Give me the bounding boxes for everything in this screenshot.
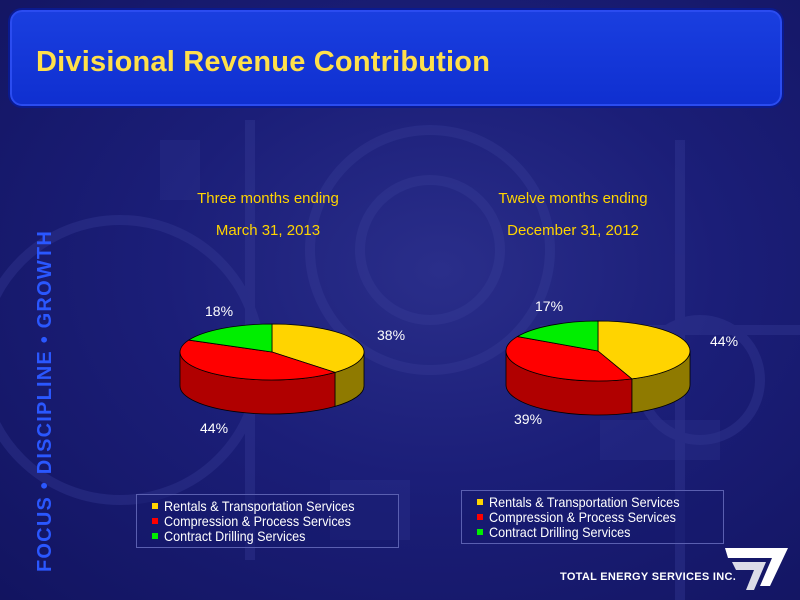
legend-item-drilling: Contract Drilling Services xyxy=(137,527,398,544)
legend-swatch-drilling xyxy=(477,528,483,535)
company-logo-icon xyxy=(725,548,788,590)
pie-slice-compression xyxy=(505,336,633,382)
chart-2-legend: Rentals & Transportation Services Compre… xyxy=(461,490,724,544)
legend-swatch-compression xyxy=(477,513,483,520)
legend-label: Compression & Process Services xyxy=(164,512,351,529)
chart-1-title: Three months ending March 31, 2013 xyxy=(148,183,388,247)
legend-label: Rentals & Transportation Services xyxy=(164,497,355,514)
chart-1-title-line2: March 31, 2013 xyxy=(215,222,321,239)
data-label-compression: 39% xyxy=(514,411,542,427)
legend-swatch-rentals xyxy=(477,498,483,505)
slide-title: Divisional Revenue Contribution xyxy=(36,46,491,78)
legend-item-drilling: Contract Drilling Services xyxy=(462,523,723,540)
chart-1-legend: Rentals & Transportation Services Compre… xyxy=(136,494,399,548)
pie-slice-compression xyxy=(179,339,337,381)
legend-item-compression: Compression & Process Services xyxy=(462,508,723,525)
pie-slice-rentals xyxy=(597,320,691,380)
legend-swatch-drilling xyxy=(152,532,158,539)
data-label-drilling: 17% xyxy=(535,298,563,314)
chart-2-title-line1: Twelve months ending xyxy=(498,190,648,207)
data-label-compression: 44% xyxy=(200,420,228,436)
legend-item-rentals: Rentals & Transportation Services xyxy=(137,497,398,514)
title-bar: Divisional Revenue Contribution xyxy=(8,8,784,108)
data-label-drilling: 18% xyxy=(205,303,233,319)
pie-slice-rentals xyxy=(271,323,365,373)
legend-swatch-compression xyxy=(152,517,158,524)
legend-swatch-rentals xyxy=(152,502,158,509)
legend-label: Contract Drilling Services xyxy=(164,527,306,544)
legend-item-compression: Compression & Process Services xyxy=(137,512,398,529)
pie-chart-2: 44% 39% 17% xyxy=(505,298,738,427)
legend-item-rentals: Rentals & Transportation Services xyxy=(462,493,723,510)
data-label-rentals: 38% xyxy=(377,327,405,343)
pie-slice-drilling xyxy=(187,323,273,353)
pie-chart-1: 38% 44% 18% xyxy=(179,303,405,436)
pie-slice-drilling xyxy=(516,320,599,352)
legend-label: Rentals & Transportation Services xyxy=(489,493,680,510)
data-label-rentals: 44% xyxy=(710,333,738,349)
legend-label: Compression & Process Services xyxy=(489,508,676,525)
company-name: TOTAL ENERGY SERVICES INC. xyxy=(560,571,737,583)
chart-2-title: Twelve months ending December 31, 2012 xyxy=(453,183,693,247)
legend-label: Contract Drilling Services xyxy=(489,523,631,540)
chart-2-title-line2: December 31, 2012 xyxy=(507,222,639,239)
chart-1-title-line1: Three months ending xyxy=(197,190,339,207)
